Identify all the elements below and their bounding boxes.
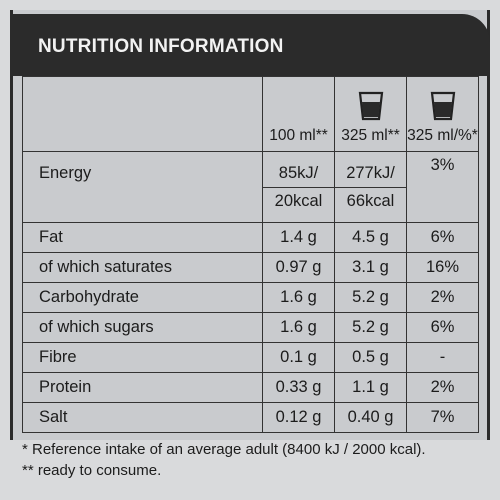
row-label: Carbohydrate bbox=[22, 282, 263, 313]
table-row: Fibre 0.1 g 0.5 g - bbox=[22, 342, 479, 373]
row-label: Fat bbox=[22, 222, 263, 253]
row-per100: 0.33 g bbox=[262, 372, 335, 403]
row-ri: 7% bbox=[406, 402, 479, 433]
row-per325: 3.1 g bbox=[334, 252, 407, 283]
energy-ri: 3% bbox=[406, 151, 479, 223]
energy-per100-kj: 85kJ/ bbox=[278, 163, 319, 182]
header-ri: 325 ml/%* bbox=[406, 76, 479, 152]
glass-icon bbox=[358, 91, 383, 121]
row-per100: 1.6 g bbox=[262, 282, 335, 313]
nutrition-header: NUTRITION INFORMATION bbox=[10, 14, 490, 76]
header-per325-label: 325 ml** bbox=[341, 127, 400, 144]
energy-per325: 277kJ/ 66kcal bbox=[334, 151, 407, 223]
header-empty-cell bbox=[22, 76, 263, 152]
nutrition-title: NUTRITION INFORMATION bbox=[38, 36, 284, 57]
row-per325: 0.40 g bbox=[334, 402, 407, 433]
row-ri: 2% bbox=[406, 372, 479, 403]
table-row: of which saturates 0.97 g 3.1 g 16% bbox=[22, 252, 479, 283]
row-ri: - bbox=[406, 342, 479, 373]
table-row: Salt 0.12 g 0.40 g 7% bbox=[22, 402, 479, 433]
row-label: Protein bbox=[22, 372, 263, 403]
energy-per100-kcal: 20kcal bbox=[263, 186, 334, 215]
row-ri: 2% bbox=[406, 282, 479, 313]
footnote-reference: * Reference intake of an average adult (… bbox=[22, 441, 426, 458]
row-per100: 1.6 g bbox=[262, 312, 335, 343]
row-per325: 4.5 g bbox=[334, 222, 407, 253]
header-per100-label: 100 ml** bbox=[269, 127, 328, 144]
row-per325: 0.5 g bbox=[334, 342, 407, 373]
glass-icon bbox=[430, 91, 455, 121]
table-row: Carbohydrate 1.6 g 5.2 g 2% bbox=[22, 282, 479, 313]
row-per325: 5.2 g bbox=[334, 282, 407, 313]
row-label: Fibre bbox=[22, 342, 263, 373]
header-per325: 325 ml** bbox=[334, 76, 407, 152]
energy-per325-kj: 277kJ/ bbox=[346, 163, 395, 182]
row-per100: 1.4 g bbox=[262, 222, 335, 253]
row-label: of which sugars bbox=[22, 312, 263, 343]
header-ri-label: 325 ml/%* bbox=[407, 127, 478, 144]
row-label: Energy bbox=[22, 151, 263, 223]
nutrition-table: 100 ml** 325 ml** 325 ml/%* Energy 85kJ/… bbox=[22, 76, 479, 433]
table-row: of which sugars 1.6 g 5.2 g 6% bbox=[22, 312, 479, 343]
row-ri: 6% bbox=[406, 312, 479, 343]
row-label: of which saturates bbox=[22, 252, 263, 283]
header-per100: 100 ml** bbox=[262, 76, 335, 152]
table-header-row: 100 ml** 325 ml** 325 ml/%* bbox=[22, 76, 479, 152]
row-per100: 0.1 g bbox=[262, 342, 335, 373]
row-per325: 5.2 g bbox=[334, 312, 407, 343]
row-per325: 1.1 g bbox=[334, 372, 407, 403]
table-row: Protein 0.33 g 1.1 g 2% bbox=[22, 372, 479, 403]
row-label: Salt bbox=[22, 402, 263, 433]
row-ri: 16% bbox=[406, 252, 479, 283]
row-per100: 0.12 g bbox=[262, 402, 335, 433]
table-row: Fat 1.4 g 4.5 g 6% bbox=[22, 222, 479, 253]
row-ri: 6% bbox=[406, 222, 479, 253]
table-row-energy: Energy 85kJ/ 20kcal 277kJ/ 66kcal 3% bbox=[22, 151, 479, 223]
row-per100: 0.97 g bbox=[262, 252, 335, 283]
footnote-ready: ** ready to consume. bbox=[22, 462, 162, 479]
energy-per100: 85kJ/ 20kcal bbox=[262, 151, 335, 223]
energy-per325-kcal: 66kcal bbox=[335, 186, 406, 215]
